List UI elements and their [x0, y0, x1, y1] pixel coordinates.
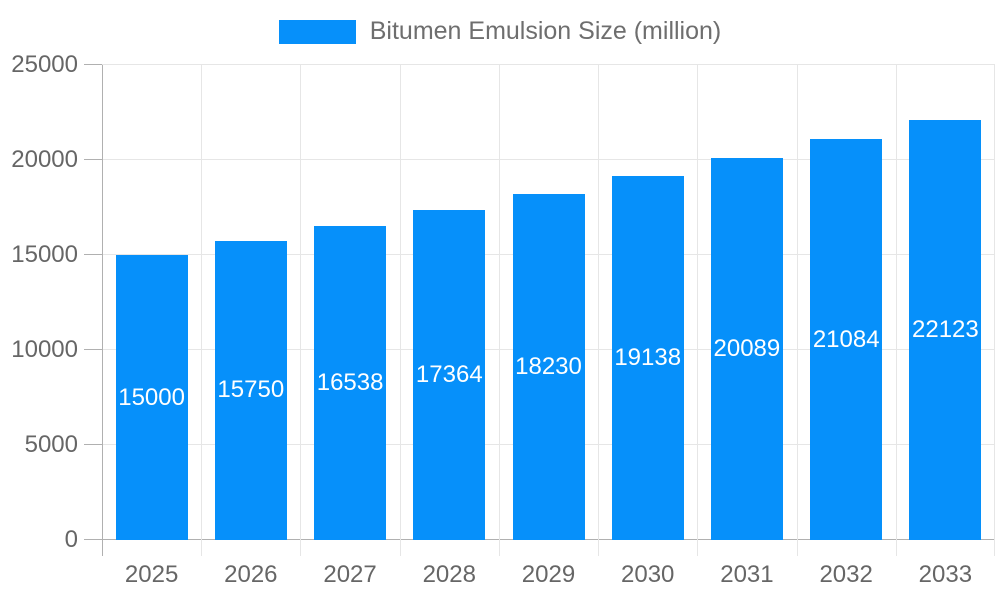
- bar-value-label: 15000: [118, 383, 185, 411]
- gridline-vertical: [697, 65, 698, 556]
- y-axis-tick: [84, 254, 102, 255]
- y-axis-tick-label: 10000: [11, 336, 78, 363]
- bar-value-label: 20089: [713, 335, 781, 363]
- bar-2027[interactable]: 16538: [314, 225, 387, 540]
- bar-value-label: 19138: [614, 344, 682, 372]
- gridline-vertical: [201, 65, 202, 556]
- y-axis-tick: [84, 349, 102, 350]
- bar-value-label: 17364: [415, 361, 483, 389]
- legend-swatch: [278, 19, 356, 44]
- bar-2026[interactable]: 15750: [214, 240, 287, 540]
- gridline-vertical: [797, 65, 798, 556]
- x-axis-tick-label: 2031: [720, 561, 774, 588]
- x-axis-tick-label: 2029: [521, 561, 576, 588]
- legend-label: Bitumen Emulsion Size (million): [369, 17, 722, 45]
- chart-legend[interactable]: Bitumen Emulsion Size (million): [0, 17, 1000, 46]
- y-axis-line: [102, 65, 103, 556]
- y-axis-tick-label: 25000: [11, 51, 78, 78]
- bar-2033[interactable]: 22123: [909, 119, 982, 540]
- bar-value-label: 16538: [316, 368, 384, 396]
- bar-value-label: 21084: [812, 325, 880, 353]
- gridline-horizontal: [102, 159, 995, 160]
- plot-area: 0 5000 10000 15000 20000 25000 15000 2025 15750 2…: [11, 51, 995, 588]
- y-axis-tick-label: 20000: [11, 146, 78, 173]
- bar-2032[interactable]: 21084: [810, 139, 883, 540]
- x-axis-tick-label: 2030: [621, 561, 675, 588]
- gridline-horizontal: [102, 64, 995, 65]
- bar-2028[interactable]: 17364: [413, 210, 486, 540]
- y-axis-tick-label: 15000: [11, 241, 78, 268]
- y-axis-tick: [84, 64, 102, 65]
- gridline-vertical: [598, 65, 599, 556]
- x-axis-tick-label: 2027: [323, 561, 377, 588]
- bar-2029[interactable]: 18230: [512, 193, 585, 540]
- bar-value-label: 15750: [217, 376, 285, 404]
- x-axis-tick-label: 2028: [422, 561, 476, 588]
- bar-2025[interactable]: 15000: [115, 255, 188, 540]
- gridline-vertical: [300, 65, 301, 556]
- x-axis-tick-label: 2032: [819, 561, 873, 588]
- gridline-vertical: [499, 65, 500, 556]
- x-axis-tick-label: 2025: [124, 561, 179, 588]
- y-axis-tick-label: 5000: [24, 431, 78, 458]
- bar-value-label: 22123: [912, 315, 979, 343]
- y-axis-tick: [84, 159, 102, 160]
- bar-2031[interactable]: 20089: [710, 158, 783, 540]
- gridline-vertical: [994, 65, 995, 556]
- x-axis-tick-label: 2026: [224, 561, 278, 588]
- gridline-vertical: [400, 65, 401, 556]
- y-axis-tick-label: 0: [64, 526, 78, 553]
- x-axis-tick-label: 2033: [918, 561, 973, 588]
- y-axis-tick: [84, 444, 102, 445]
- gridline-vertical: [896, 65, 897, 556]
- bar-value-label: 18230: [515, 352, 582, 380]
- bar-2030[interactable]: 19138: [611, 176, 684, 540]
